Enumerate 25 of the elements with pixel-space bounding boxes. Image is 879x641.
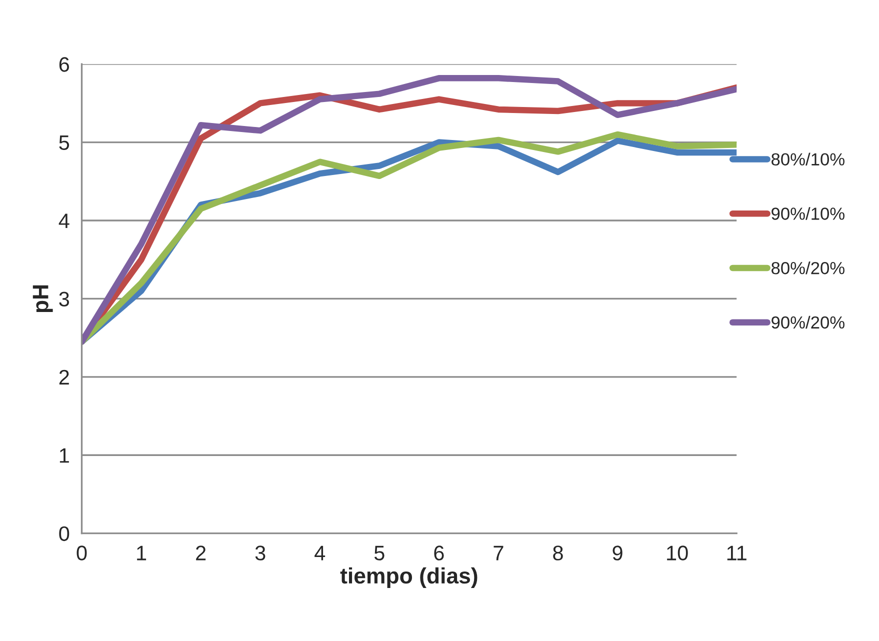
x-tick-label: 9 (612, 546, 622, 560)
y-axis-title: pH (32, 285, 53, 312)
x-tick-label: 2 (196, 546, 206, 560)
x-tick-label: 7 (494, 546, 504, 560)
x-tick-label: 10 (667, 546, 688, 560)
legend-label: 90%/20% (772, 316, 844, 329)
y-tick-label: 2 (59, 370, 69, 384)
y-tick-label: 4 (58, 214, 70, 228)
x-tick-label: 3 (255, 546, 266, 560)
x-tick-label: 11 (727, 546, 746, 560)
x-tick-label: 8 (553, 546, 563, 560)
x-tick-label: 1 (137, 546, 146, 560)
legend-label: 80%/10% (772, 152, 844, 166)
legend-label: 80%/20% (772, 262, 844, 274)
legend-label: 90%/10% (772, 207, 844, 220)
y-tick-label: 6 (59, 57, 70, 72)
x-tick-label: 4 (314, 546, 326, 560)
x-axis-title: tiempo (dias) (340, 567, 478, 588)
x-tick-label: 0 (76, 546, 87, 560)
y-tick-label: 5 (59, 136, 70, 150)
x-tick-label: 5 (374, 546, 384, 560)
x-tick-label: 6 (434, 546, 444, 560)
y-tick-label: 3 (59, 292, 70, 306)
y-tick-label: 1 (60, 448, 69, 463)
y-tick-label: 0 (59, 526, 70, 542)
